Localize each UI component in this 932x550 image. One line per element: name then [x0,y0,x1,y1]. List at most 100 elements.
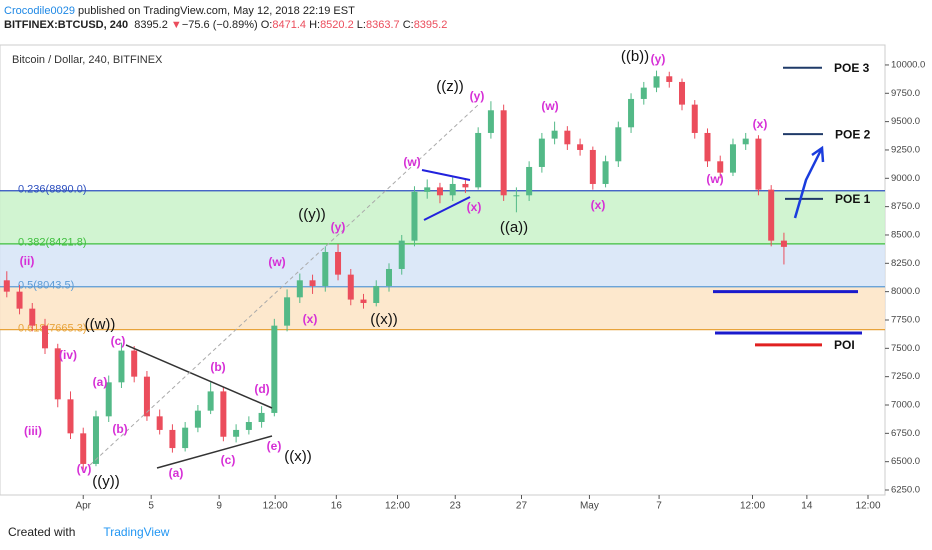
flag-top [421,169,471,181]
candle-body [577,144,584,150]
wave-label: (iii) [24,424,42,438]
candle-body [729,144,736,173]
wave-label: (w) [403,155,420,169]
y-tick-label: 9500.0 [891,116,920,127]
wave-label: (b) [112,422,127,436]
fib-label: 0.236(8890.0) [18,184,87,196]
x-tick-label: Apr [75,501,91,512]
candle-body [589,149,596,184]
annotations: (ii)(iii)(iv)(v)((y))((w))(a)(b)(c)(b)(a… [20,48,768,490]
x-tick-label: 14 [801,501,813,512]
y-tick-label: 8500.0 [891,229,920,240]
x-tick-label: 5 [148,501,154,512]
candle-body [538,138,545,167]
candle-body [296,280,303,298]
candle-body [717,161,724,173]
arrow: ▼ [170,19,182,31]
created: Created with [8,525,76,539]
x-tick-label: 12:00 [385,501,410,512]
candle-body [309,280,316,286]
candle-body [335,251,342,275]
candle-body [424,187,431,192]
wave-label: (w) [541,99,558,113]
candle-body [54,348,61,400]
l: 8363.7 [365,19,400,31]
candle-body [67,399,74,434]
candle-body [143,376,150,417]
level-label: POE 1 [835,192,871,206]
wave-label: (w) [706,172,723,186]
candle-body [220,391,227,437]
x-tick-label: May [580,501,599,512]
published: published on TradingView.com, May 12, 20… [78,5,355,17]
wave-label: (w) [268,255,285,269]
wave-label: (y) [651,52,666,66]
last: 8395.2 [134,19,168,31]
candle-body [118,350,125,383]
candle-body [92,416,99,464]
chart: 0.236(8890.0) 0.382(8421.8) 0.5(8043.5) 0.6… [0,44,925,512]
wave-label: ((y)) [92,473,119,490]
candle-body [156,416,163,430]
brand[interactable]: TradingView [103,525,170,539]
x-tick-label: 12:00 [740,501,765,512]
y-tick-label: 7750.0 [891,315,920,326]
y-tick-label: 6500.0 [891,456,920,467]
candle-body [169,429,176,449]
arrow-head [811,145,825,163]
l-label: L: [356,19,366,31]
y-tick-label: 7250.0 [891,371,920,382]
x-tick-label: 27 [516,501,528,512]
h: 8520.2 [320,19,354,31]
wave-label: (e) [267,439,282,453]
level-label: POE 3 [834,61,870,75]
wave-label: ((x)) [370,311,397,328]
candle-body [322,251,329,286]
x-tick-label: 23 [450,501,462,512]
c: 8395.2 [413,19,448,31]
wave-label: (a) [169,466,184,480]
wave-label: (x) [591,198,606,212]
wave-label: ((w)) [85,316,116,333]
footer: Created with TradingView [8,525,169,539]
h-label: H: [309,19,321,31]
x-tick-label: 7 [656,501,662,512]
wave-label: ((y)) [298,206,325,223]
candle-body [80,433,87,464]
candle-body [679,81,686,105]
y-tick-label: 6750.0 [891,428,920,439]
candle-body [233,429,240,437]
y-tick-label: 6250.0 [891,485,920,496]
fib-zone [0,190,885,244]
y-tick-label: 8250.0 [891,258,920,269]
candle-body [347,274,354,300]
fib-label: 0.618(7665.3) [18,322,87,334]
candle-body [526,166,533,196]
publish-line: Crocodile0029 published on TradingView.c… [4,4,447,18]
wave-label: (c) [221,453,236,467]
wave-label: (x) [303,312,318,326]
candle-body [42,325,49,349]
candle-body [564,130,571,145]
candle-body [475,132,482,188]
x-tick-label: 9 [216,501,222,512]
author[interactable]: Crocodile0029 [4,5,75,17]
wave-label: (d) [254,382,269,396]
candle-body [182,427,189,449]
drawings [89,104,825,469]
flag-bottom [423,196,471,221]
y-tick-label: 8000.0 [891,286,920,297]
dashed-trend [89,104,479,466]
wave-label: (b) [210,360,225,374]
y-tick-label: 8750.0 [891,201,920,212]
wave-label: (ii) [20,254,35,268]
candle-body [449,183,456,196]
candle-body [284,297,291,326]
x-tick-label: 16 [331,501,343,512]
triangle-top [125,344,273,409]
candle-body [385,268,392,286]
x-tick-label: 12:00 [263,501,288,512]
y-tick-label: 9250.0 [891,144,920,155]
y-tick-label: 9750.0 [891,88,920,99]
